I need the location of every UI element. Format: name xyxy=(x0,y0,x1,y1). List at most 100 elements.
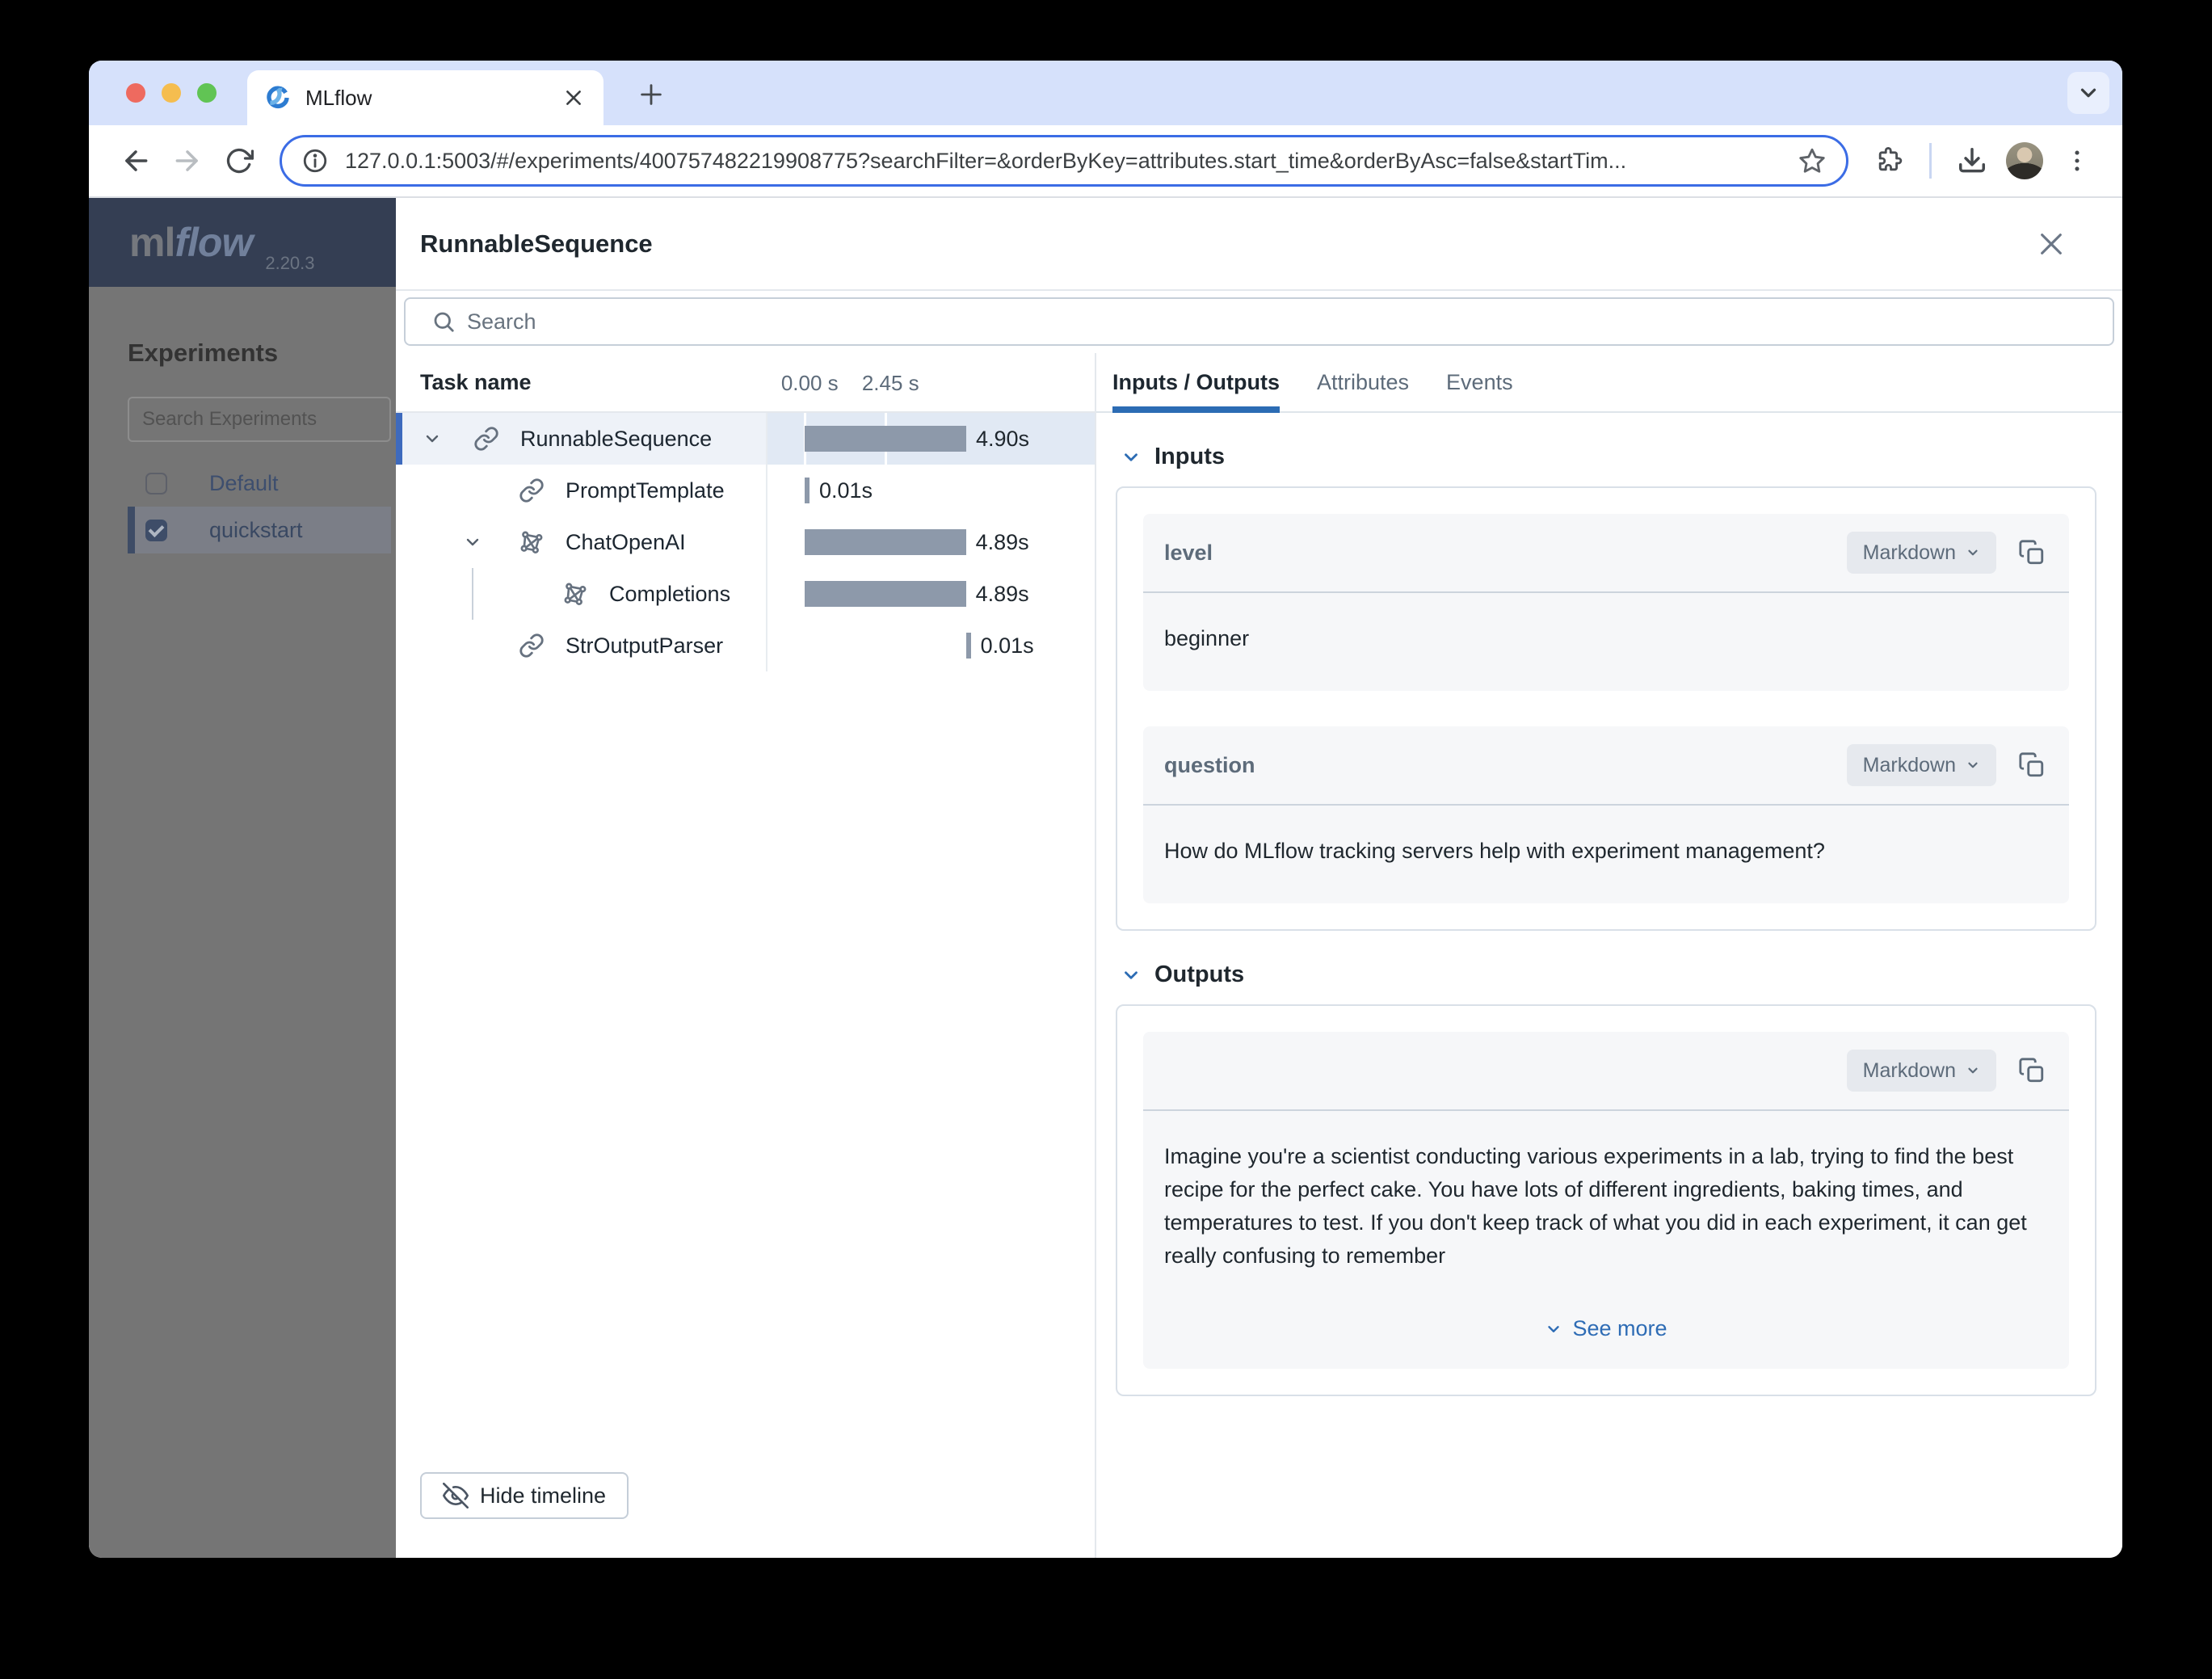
copy-button[interactable] xyxy=(2016,1054,2048,1087)
mlflow-favicon-icon xyxy=(265,85,291,111)
span-bar[interactable] xyxy=(805,426,966,452)
chain-icon xyxy=(519,633,545,659)
timeline-cell: 0.01s xyxy=(767,620,1095,671)
timeline-tick-1: 2.45 s xyxy=(861,370,919,395)
chevron-down-icon xyxy=(1125,452,1138,461)
logo-flow-text: flow xyxy=(175,220,253,265)
experiment-item-default[interactable]: Default xyxy=(128,460,391,507)
trace-drawer-header: RunnableSequence xyxy=(396,198,2122,291)
span-name[interactable]: PromptTemplate xyxy=(566,478,725,503)
experiments-heading: Experiments xyxy=(128,339,279,367)
tab-events[interactable]: Events xyxy=(1446,369,1513,394)
field-label: question xyxy=(1164,752,1255,777)
format-select[interactable]: Markdown xyxy=(1846,1050,1996,1092)
span-bar[interactable] xyxy=(805,529,966,555)
inputs-card: level Markdown xyxy=(1116,486,2096,931)
chevron-down-icon xyxy=(1125,970,1138,979)
hide-timeline-button[interactable]: Hide timeline xyxy=(420,1472,629,1519)
chevron-down-icon xyxy=(1968,1067,1978,1074)
toolbar-actions xyxy=(1848,135,2122,187)
new-tab-button[interactable] xyxy=(635,78,667,111)
span-duration: 4.89s xyxy=(975,581,1029,606)
extensions-puzzle-icon[interactable] xyxy=(1863,135,1915,187)
trace-search-wrap: Search xyxy=(396,291,2122,353)
checkbox[interactable] xyxy=(145,519,167,541)
span-duration: 0.01s xyxy=(980,633,1034,658)
field-value: beginner xyxy=(1164,626,1250,650)
span-detail-panel: Inputs / Outputs Attributes Events Input… xyxy=(1095,353,2122,1558)
chain-icon xyxy=(519,478,545,503)
span-row-completions[interactable]: Completions 4.89s xyxy=(396,568,1095,620)
model-icon xyxy=(519,529,545,555)
kebab-menu-icon[interactable] xyxy=(2051,135,2103,187)
span-name[interactable]: Completions xyxy=(609,581,731,606)
browser-toolbar: 127.0.0.1:5003/#/experiments/40075748221… xyxy=(89,125,2122,198)
span-duration: 4.89s xyxy=(975,529,1029,554)
span-bar[interactable] xyxy=(965,633,971,659)
span-duration: 0.01s xyxy=(819,478,873,503)
model-icon xyxy=(562,581,588,607)
experiment-label[interactable]: Default xyxy=(209,470,279,495)
outputs-heading: Outputs xyxy=(1154,962,1245,987)
inputs-heading: Inputs xyxy=(1154,444,1225,469)
tab-close-icon[interactable] xyxy=(561,86,586,110)
outputs-card: Markdown Imagine you're a scientist cond… xyxy=(1116,1004,2096,1396)
minimize-window-icon[interactable] xyxy=(162,83,181,103)
zoom-window-icon[interactable] xyxy=(197,83,217,103)
input-field-question: question Markdown xyxy=(1143,726,2069,903)
detail-tabs: Inputs / Outputs Attributes Events xyxy=(1096,353,2122,413)
mlflow-logo: ml flow 2.20.3 xyxy=(89,198,396,287)
close-icon[interactable] xyxy=(2033,226,2069,262)
span-name[interactable]: StrOutputParser xyxy=(566,633,724,658)
browser-window: MLflow 127.0.0.1:5003/#/experiments/4007… xyxy=(89,61,2122,1558)
span-bar[interactable] xyxy=(805,581,966,607)
experiment-item-quickstart[interactable]: quickstart xyxy=(128,507,391,553)
output-field: Markdown Imagine you're a scientist cond… xyxy=(1143,1032,2069,1369)
toolbar-divider xyxy=(1929,143,1932,179)
download-icon[interactable] xyxy=(1946,135,1998,187)
experiment-label[interactable]: quickstart xyxy=(209,517,303,542)
search-icon xyxy=(431,309,456,334)
window-controls xyxy=(126,83,217,103)
bookmark-star-icon[interactable] xyxy=(1798,146,1827,175)
reload-button[interactable] xyxy=(213,135,265,187)
forward-button[interactable] xyxy=(162,135,213,187)
format-select[interactable]: Markdown xyxy=(1846,744,1996,786)
back-button[interactable] xyxy=(110,135,162,187)
trace-search-input[interactable]: Search xyxy=(404,297,2114,346)
see-more-link[interactable]: See more xyxy=(1143,1308,2069,1369)
inputs-section-header[interactable]: Inputs xyxy=(1121,444,2096,470)
span-row-chatopenai[interactable]: ChatOpenAI 4.89s xyxy=(396,516,1095,568)
tab-attributes[interactable]: Attributes xyxy=(1316,369,1410,394)
span-tree-panel: Task name 0.00 s 2.45 s xyxy=(396,353,1095,1558)
address-bar[interactable]: 127.0.0.1:5003/#/experiments/40075748221… xyxy=(280,135,1848,187)
span-bar[interactable] xyxy=(805,478,810,503)
copy-button[interactable] xyxy=(2016,749,2048,781)
experiments-list: Default quickstart xyxy=(89,460,396,553)
search-experiments-input[interactable]: Search Experiments xyxy=(128,397,391,442)
divider xyxy=(1143,591,2069,593)
mlflow-version: 2.20.3 xyxy=(265,253,315,273)
chevron-down-icon[interactable] xyxy=(422,429,443,448)
timeline-cell: 0.01s xyxy=(767,465,1095,516)
span-row-runnablesequence[interactable]: RunnableSequence 4.90s xyxy=(396,413,1095,465)
format-select-value: Markdown xyxy=(1862,541,1956,564)
outputs-section-header[interactable]: Outputs xyxy=(1121,962,2096,988)
format-select[interactable]: Markdown xyxy=(1846,532,1996,574)
tab-search-button[interactable] xyxy=(2067,72,2109,114)
chevron-down-icon[interactable] xyxy=(462,532,483,552)
tab-inputs-outputs[interactable]: Inputs / Outputs xyxy=(1112,353,1280,413)
profile-avatar[interactable] xyxy=(2006,142,2043,179)
copy-button[interactable] xyxy=(2016,537,2048,569)
field-label: level xyxy=(1164,540,1213,565)
site-info-icon[interactable] xyxy=(301,147,329,175)
browser-tab-mlflow[interactable]: MLflow xyxy=(247,70,603,125)
span-rows: RunnableSequence 4.90s xyxy=(396,413,1095,671)
close-window-icon[interactable] xyxy=(126,83,145,103)
format-select-value: Markdown xyxy=(1862,1058,1956,1082)
span-row-prompttemplate[interactable]: PromptTemplate 0.01s xyxy=(396,465,1095,516)
span-name[interactable]: RunnableSequence xyxy=(520,426,713,451)
span-name[interactable]: ChatOpenAI xyxy=(566,529,686,554)
span-row-stroutputparser[interactable]: StrOutputParser 0.01s xyxy=(396,620,1095,671)
checkbox[interactable] xyxy=(145,472,167,494)
